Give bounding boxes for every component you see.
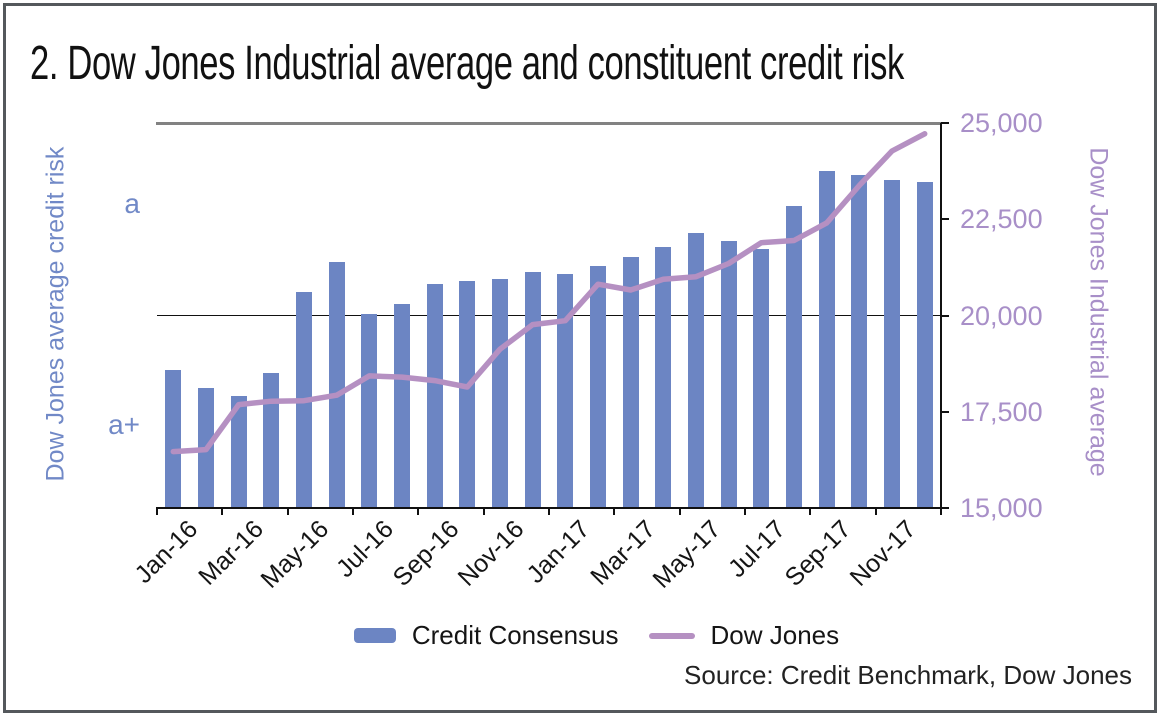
x-tick-label-Jan-16: Jan-16 (129, 515, 204, 589)
x-axis-tick (286, 508, 289, 515)
right-axis-tick (941, 122, 949, 124)
legend-item-dow-jones: Dow Jones (648, 620, 840, 651)
bar-Oct-17 (851, 175, 868, 508)
gridline-25000 (156, 122, 942, 125)
bar-Jan-16 (165, 369, 182, 508)
x-tick-label-Mar-16: Mar-16 (192, 515, 269, 591)
x-tick-label-Nov-16: Nov-16 (453, 515, 530, 592)
x-axis-tick (548, 508, 550, 515)
bar-Sep-16 (426, 283, 443, 508)
bar-Mar-17 (622, 257, 639, 508)
bar-May-17 (688, 233, 704, 508)
bar-Jun-16 (328, 262, 345, 508)
bar-Aug-17 (786, 206, 802, 508)
right-tick-label-20000: 20,000 (960, 300, 1043, 331)
right-tick-label-17500: 17,500 (960, 396, 1043, 427)
x-axis-tick (221, 508, 224, 515)
x-tick-label-Mar-17: Mar-17 (584, 515, 661, 591)
x-axis-tick (744, 508, 746, 515)
bar-Jul-16 (361, 313, 378, 508)
bar-swatch-icon (353, 628, 396, 643)
bar-Dec-17 (916, 182, 933, 508)
left-tick-label-a: a (124, 187, 140, 219)
x-axis-tick (678, 508, 681, 515)
x-tick-label-Sep-17: Sep-17 (779, 515, 857, 592)
bar-Apr-16 (263, 372, 280, 508)
dowjones-line-svg (170, 131, 928, 455)
bars-layer (157, 123, 941, 508)
bar-Nov-16 (492, 279, 508, 508)
x-axis-tick (613, 508, 616, 515)
right-axis-tick (941, 410, 949, 413)
x-axis-tick (874, 508, 877, 515)
bar-Jan-17 (557, 273, 574, 508)
bar-Oct-16 (459, 281, 476, 508)
bar-Sep-17 (818, 171, 835, 508)
line-swatch-icon (648, 632, 695, 639)
x-axis-tick (156, 508, 158, 515)
right-tick-label-25000: 25,000 (960, 108, 1043, 138)
x-tick-label-Sep-16: Sep-16 (387, 515, 465, 592)
right-tick-label-22500: 22,500 (960, 204, 1043, 235)
x-axis-tick (940, 508, 942, 515)
bar-Nov-17 (884, 180, 900, 508)
x-tick-label-Jan-17: Jan-17 (521, 515, 596, 589)
legend: Credit Consensus Dow Jones (0, 620, 1160, 651)
x-axis-tick (417, 508, 420, 515)
bar-Dec-16 (524, 272, 541, 508)
bar-Jun-17 (720, 241, 737, 508)
source-note: Source: Credit Benchmark, Dow Jones (684, 660, 1132, 690)
dowjones-polyline (170, 131, 928, 455)
x-tick-label-May-16: May-16 (255, 515, 334, 594)
x-axis-tick (352, 508, 354, 515)
right-axis-title: Dow Jones Industrial average (1084, 147, 1113, 477)
chart-title: 2. Dow Jones Industrial average and cons… (30, 37, 904, 90)
right-axis-tick (941, 507, 949, 509)
plot-area (156, 122, 949, 515)
left-tick-label-a+: a+ (108, 409, 140, 441)
bar-Jul-17 (753, 248, 770, 508)
x-tick-label-Nov-17: Nov-17 (845, 515, 922, 592)
right-axis-tick (941, 218, 949, 221)
gridline-20000 (157, 315, 941, 316)
x-axis-tick (809, 508, 812, 515)
right-tick-label-15000: 15,000 (960, 493, 1043, 523)
legend-label-credit-consensus: Credit Consensus (411, 620, 619, 650)
legend-item-credit-consensus: Credit Consensus (353, 620, 619, 651)
legend-label-dow-jones: Dow Jones (710, 620, 840, 650)
bar-Apr-17 (655, 247, 672, 508)
bar-Mar-16 (230, 395, 247, 508)
x-axis-tick (482, 508, 485, 515)
bar-Aug-16 (394, 303, 410, 508)
bar-Feb-17 (590, 266, 606, 508)
right-axis-tick (941, 314, 949, 317)
x-tick-label-May-17: May-17 (647, 515, 726, 594)
